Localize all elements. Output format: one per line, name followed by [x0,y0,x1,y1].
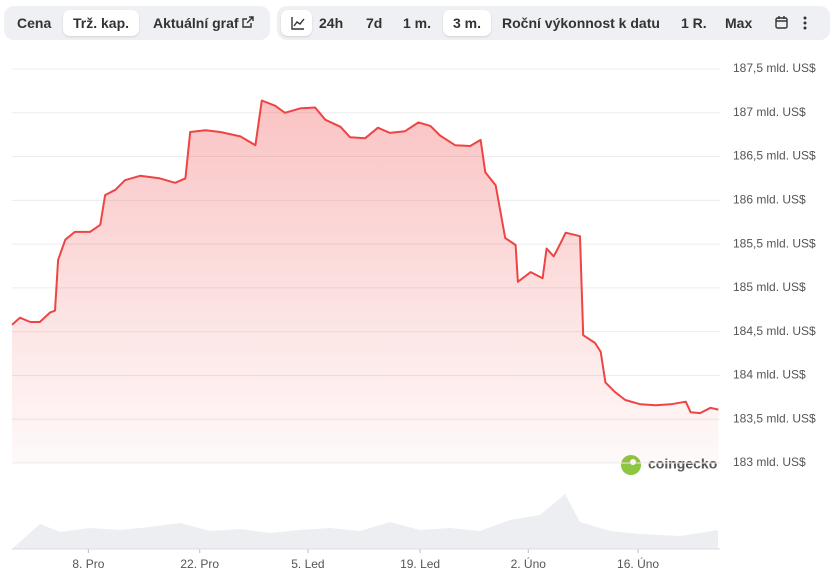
y-tick-label: 186 mld. US$ [733,193,806,207]
line [11,99,719,415]
tab[interactable]: 1 m. [403,15,432,31]
calendar-button[interactable] [765,10,798,36]
x-tick-label: 2. Úno [511,556,547,571]
dots-icon [803,16,807,30]
external-icon [242,16,255,28]
tab[interactable]: 1 R. [681,15,707,31]
tab[interactable]: Max [725,15,753,31]
y-tick-label: 186,5 mld. US$ [733,149,816,163]
line-icon [291,17,305,30]
y-tick-label: 187 mld. US$ [733,105,806,119]
tab[interactable]: Trž. kap. [63,10,140,36]
area [12,100,719,463]
x-tick-label: 5. Led [291,557,324,571]
y-tick-label: 185,5 mld. US$ [733,236,816,250]
y-tick-label: 185 mld. US$ [733,280,806,294]
tab[interactable]: Aktuální graf [143,10,264,36]
tab[interactable]: Roční výkonnost k datu [502,15,660,31]
y-tick-label: 183 mld. US$ [733,455,806,469]
x-tick-label: 19. Led [400,557,440,571]
y-tick-label: 184,5 mld. US$ [733,324,816,338]
calendar-icon [775,16,788,29]
tab-label: Aktuální graf [153,15,239,31]
x-tick-label: 8. Pro [72,557,104,571]
x-tick-label: 22. Pro [180,557,219,571]
y-tick-label: 183,5 mld. US$ [733,411,816,425]
y-tick-label: 184 mld. US$ [733,368,806,382]
tab[interactable]: 3 m. [443,10,492,36]
tab-group: Cena Trž. kap. Aktuální graf [4,6,270,40]
volume-area [12,494,718,549]
tab-group: 24h 7d 1 m. 3 m. Roční výkonnost k datu … [277,6,830,40]
chart-type-button[interactable] [281,10,312,36]
tab[interactable]: 24h [319,15,344,31]
y-tick-label: 187,5 mld. US$ [733,61,816,75]
tab[interactable]: 7d [366,15,383,31]
menu-button[interactable] [793,10,817,36]
x-tick-label: 16. Úno [617,556,659,571]
tab[interactable]: Cena [17,15,52,31]
